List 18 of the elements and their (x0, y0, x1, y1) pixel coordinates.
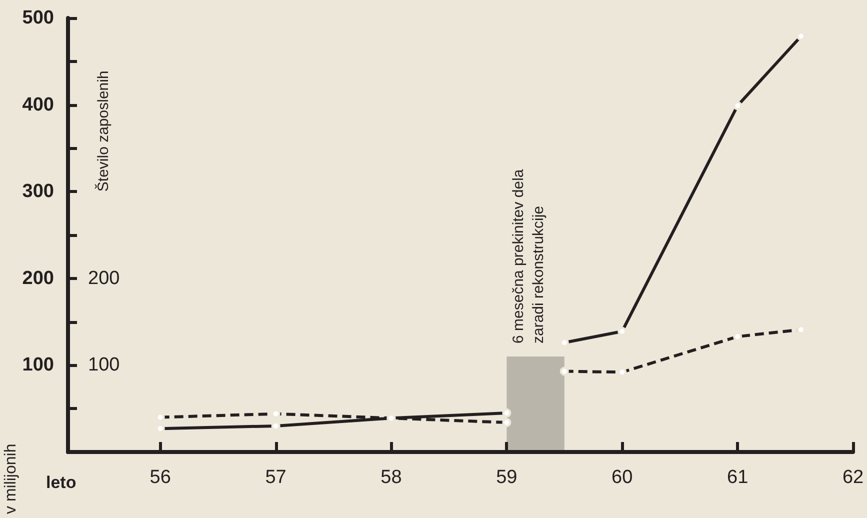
y-tick-label: 400 (22, 94, 54, 116)
y-tick-label: 200 (22, 268, 54, 289)
x-tick-label: 57 (265, 467, 286, 488)
x-tick-label: 59 (496, 467, 518, 488)
y-tick-label: 500 (22, 8, 54, 28)
y2-tick-label: 200 (88, 268, 120, 289)
x-tick-label: 61 (726, 467, 748, 488)
y-axis-title: v milijonih (2, 444, 20, 514)
x-tick-label: 58 (380, 467, 402, 488)
y2-tick-label: 100 (88, 354, 120, 376)
x-axis-title: leto (46, 473, 76, 492)
y-tick-label: 300 (22, 181, 54, 202)
x-tick-label: 62 (842, 467, 864, 488)
x-tick-label: 56 (150, 467, 171, 488)
x-tick-label: 60 (612, 467, 633, 488)
band-label: 6 mesečna prekinitev dela zaradi rekonstrukcije (510, 168, 548, 344)
y-tick-label: 100 (22, 354, 54, 376)
y2-axis-title: Število zaposlenih (94, 70, 112, 192)
